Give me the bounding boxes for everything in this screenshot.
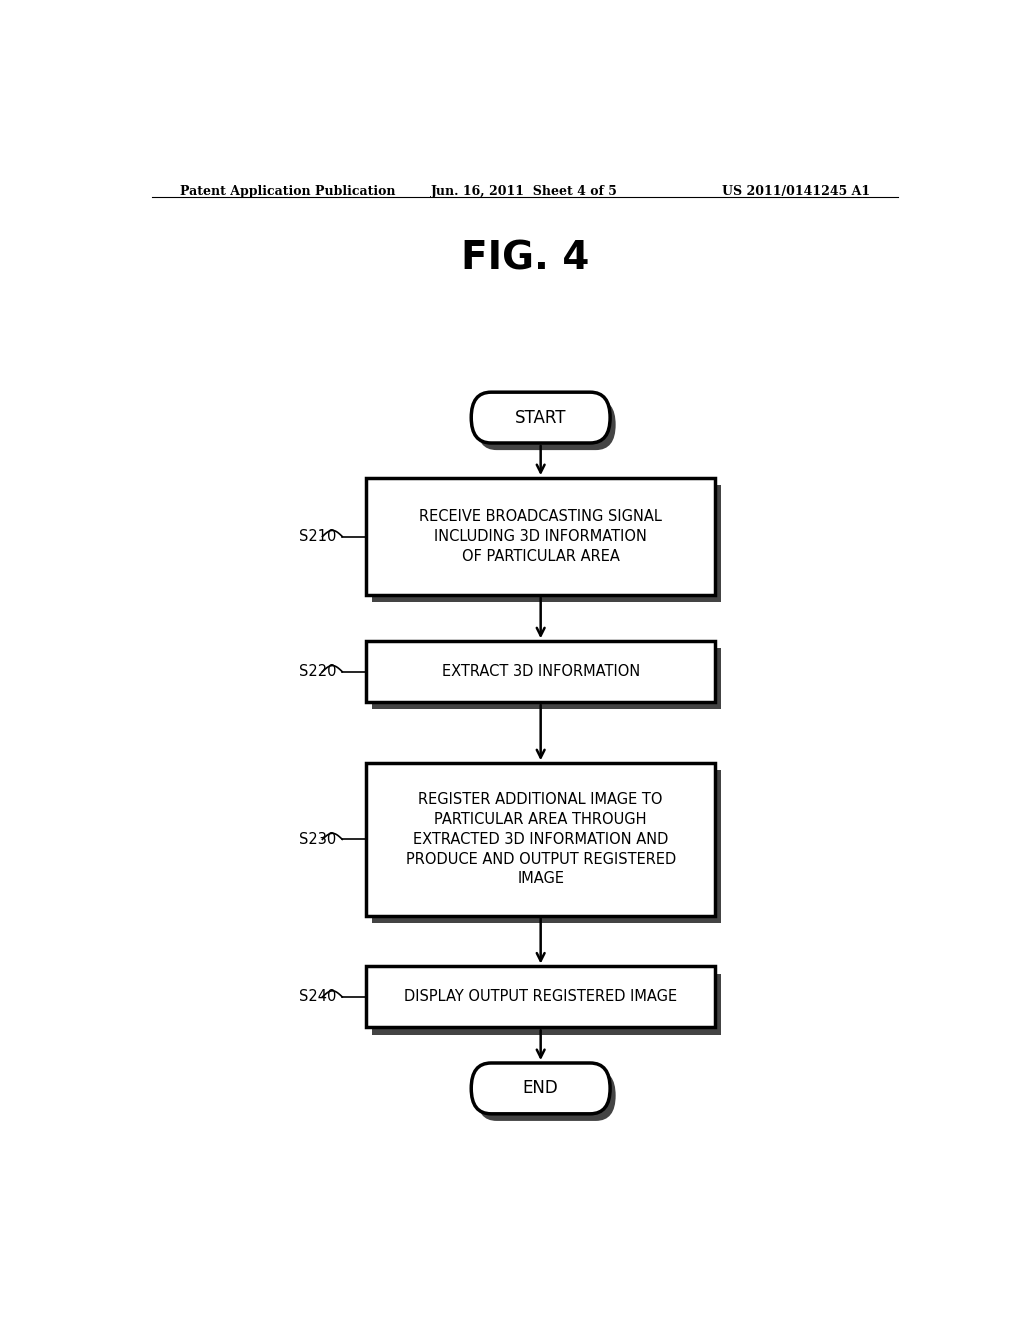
FancyBboxPatch shape bbox=[471, 392, 610, 444]
Text: START: START bbox=[515, 409, 566, 426]
Bar bbox=[372, 648, 721, 709]
Text: REGISTER ADDITIONAL IMAGE TO
PARTICULAR AREA THROUGH
EXTRACTED 3D INFORMATION AN: REGISTER ADDITIONAL IMAGE TO PARTICULAR … bbox=[406, 792, 676, 887]
Bar bbox=[372, 974, 721, 1035]
Text: Jun. 16, 2011  Sheet 4 of 5: Jun. 16, 2011 Sheet 4 of 5 bbox=[431, 185, 618, 198]
Text: S230: S230 bbox=[299, 832, 336, 847]
Bar bbox=[372, 771, 721, 923]
FancyBboxPatch shape bbox=[471, 1063, 610, 1114]
Bar bbox=[367, 966, 715, 1027]
Text: FIG. 4: FIG. 4 bbox=[461, 240, 589, 277]
FancyBboxPatch shape bbox=[477, 399, 615, 450]
Text: US 2011/0141245 A1: US 2011/0141245 A1 bbox=[722, 185, 870, 198]
Text: S220: S220 bbox=[299, 664, 336, 680]
Text: S210: S210 bbox=[299, 529, 336, 544]
Text: EXTRACT 3D INFORMATION: EXTRACT 3D INFORMATION bbox=[441, 664, 640, 680]
FancyBboxPatch shape bbox=[477, 1071, 615, 1121]
Bar bbox=[372, 486, 721, 602]
Bar bbox=[367, 478, 715, 595]
Bar bbox=[367, 642, 715, 702]
Text: S240: S240 bbox=[299, 990, 336, 1005]
Text: DISPLAY OUTPUT REGISTERED IMAGE: DISPLAY OUTPUT REGISTERED IMAGE bbox=[404, 990, 677, 1005]
Text: Patent Application Publication: Patent Application Publication bbox=[179, 185, 395, 198]
Text: END: END bbox=[523, 1080, 558, 1097]
Bar bbox=[367, 763, 715, 916]
Text: RECEIVE BROADCASTING SIGNAL
INCLUDING 3D INFORMATION
OF PARTICULAR AREA: RECEIVE BROADCASTING SIGNAL INCLUDING 3D… bbox=[419, 510, 663, 564]
